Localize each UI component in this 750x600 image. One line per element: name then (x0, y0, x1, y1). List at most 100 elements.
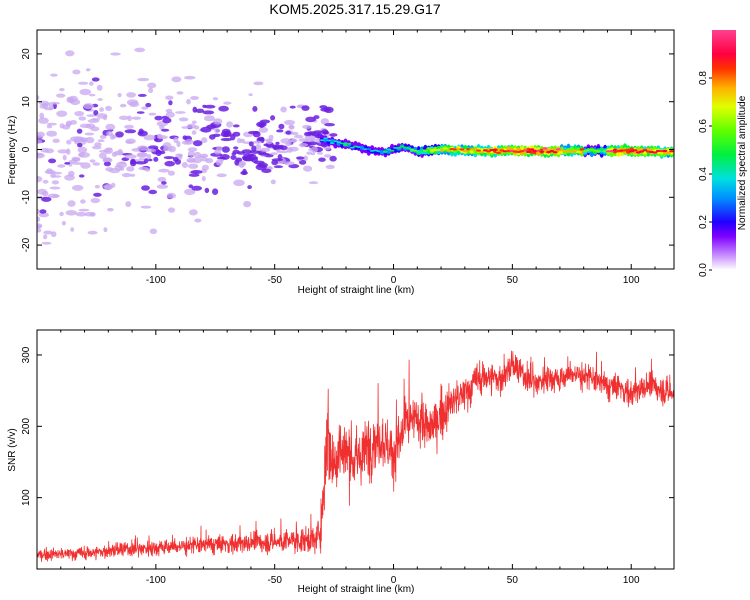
spectrogram-ridge-cell (383, 150, 388, 153)
spectrogram-blob (96, 84, 103, 91)
spectrogram-blob (289, 105, 296, 109)
spectrogram-blob (124, 124, 134, 129)
spectrogram-blob (43, 234, 48, 240)
spectrogram-blob (110, 52, 121, 56)
spectrogram-blob (178, 117, 189, 122)
spectrogram-blob (39, 112, 45, 120)
spectrogram-ridge-cell (572, 149, 578, 152)
spectrogram-blob (165, 108, 173, 113)
spectrogram-blob (148, 158, 153, 162)
spectrogram-blob (85, 68, 91, 72)
spectrogram-blob (248, 93, 253, 97)
spectrogram-blob (188, 163, 199, 169)
spectrogram-blob (80, 199, 86, 204)
spectrogram-blob (116, 161, 128, 168)
spectrogram-blob (278, 150, 289, 154)
spectrogram-blob (187, 147, 198, 152)
spectrogram-blob (200, 126, 212, 133)
spectrogram-ridge-cell (669, 150, 674, 153)
spectrogram-blob (77, 146, 88, 154)
spectrogram-blob (62, 154, 67, 161)
snr-ytick-label: 200 (21, 418, 32, 435)
spectrogram-blob (76, 128, 83, 134)
spectrogram-blob (226, 121, 234, 128)
spectrogram-blob (37, 131, 45, 138)
spectrogram-ridge-cell (492, 148, 498, 151)
spectrogram-blob (193, 151, 202, 158)
spectrogram-blob (323, 131, 328, 135)
spectrogram-blob (138, 128, 144, 135)
spectrogram-ridge-cell (323, 137, 328, 140)
snr-series-line (37, 350, 674, 562)
spectrogram-blob (232, 124, 240, 128)
spectrogram-ridge-cell (343, 144, 348, 147)
spectrogram-ridge-cell (639, 150, 645, 153)
spectrogram-blob (294, 134, 304, 139)
spectrogram-blob (138, 166, 149, 171)
spectrogram-ridge-cell (526, 150, 531, 154)
spectrogram-blob (212, 188, 219, 195)
spectrogram-blob (258, 126, 269, 133)
spectrogram-xtick-label: -50 (267, 275, 282, 286)
spectrogram-blob (49, 186, 61, 190)
spectrogram-blob (259, 119, 271, 124)
spectrogram-blob (50, 73, 58, 77)
spectrogram-blob (251, 145, 257, 152)
spectrogram-blob (52, 175, 62, 178)
spectrogram-blob (177, 155, 183, 160)
spectrogram-blob (285, 130, 292, 135)
spectrogram-blob (238, 161, 245, 168)
spectrogram-blob (68, 170, 75, 177)
spectrogram-blob (67, 200, 76, 207)
spectrogram-blob (134, 47, 146, 53)
spectrogram-blob (167, 170, 175, 176)
spectrogram-blob (65, 210, 78, 216)
spectrogram-blob (233, 146, 239, 150)
spectrogram-blob (186, 98, 191, 105)
spectrogram-blob (201, 137, 208, 144)
spectrogram-ridge-cell (446, 149, 452, 152)
spectrogram-blob (222, 134, 232, 137)
spectrogram-blob (186, 159, 196, 163)
spectrogram-xtick-label: 0 (391, 275, 397, 286)
spectrogram-blob (204, 187, 210, 194)
spectrogram-blob (137, 77, 150, 82)
spectrogram-blob (40, 147, 49, 153)
spectrogram-blob (91, 77, 100, 82)
spectrogram-blob (190, 96, 199, 100)
spectrogram-blob (252, 140, 262, 144)
spectrogram-blob (247, 185, 252, 190)
colorbar (712, 30, 736, 270)
spectrogram-blob (193, 140, 203, 147)
spectrogram-blob (106, 131, 113, 137)
spectrogram-ridge-cell (326, 139, 332, 142)
spectrogram-blob (66, 139, 72, 145)
spectrogram-blob (231, 152, 237, 156)
spectrogram-blob (190, 170, 203, 174)
spectrogram-blob (78, 174, 85, 178)
spectrogram-blob (57, 149, 69, 154)
spectrogram-blob (37, 216, 41, 223)
spectrogram-ridge-cell (496, 151, 501, 154)
spectrogram-blob (303, 165, 313, 172)
spectrogram-blob (137, 93, 147, 97)
spectrogram-blob (70, 99, 81, 106)
spectrogram-blob (255, 163, 267, 171)
spectrogram-blob (161, 181, 167, 185)
spectrogram-blob (46, 168, 53, 174)
spectrogram-blob (296, 156, 305, 160)
spectrogram-ytick-label: -20 (21, 237, 32, 252)
spectrogram-blob (181, 162, 189, 168)
spectrogram-blob (203, 115, 215, 122)
snr-xtick-label: 100 (623, 575, 640, 586)
spectrogram-ridge-cell (413, 149, 418, 152)
snr-ylabel: SNR (v/v) (7, 428, 18, 471)
spectrogram-blob (301, 105, 310, 111)
spectrogram-blob (57, 164, 66, 168)
spectrogram-blob (253, 81, 264, 86)
spectrogram-blob (37, 223, 43, 229)
spectrogram-blob (173, 136, 179, 144)
spectrogram-blob (192, 120, 197, 124)
spectrogram-ridge-cell (439, 149, 445, 152)
spectrogram-blob (302, 124, 312, 129)
